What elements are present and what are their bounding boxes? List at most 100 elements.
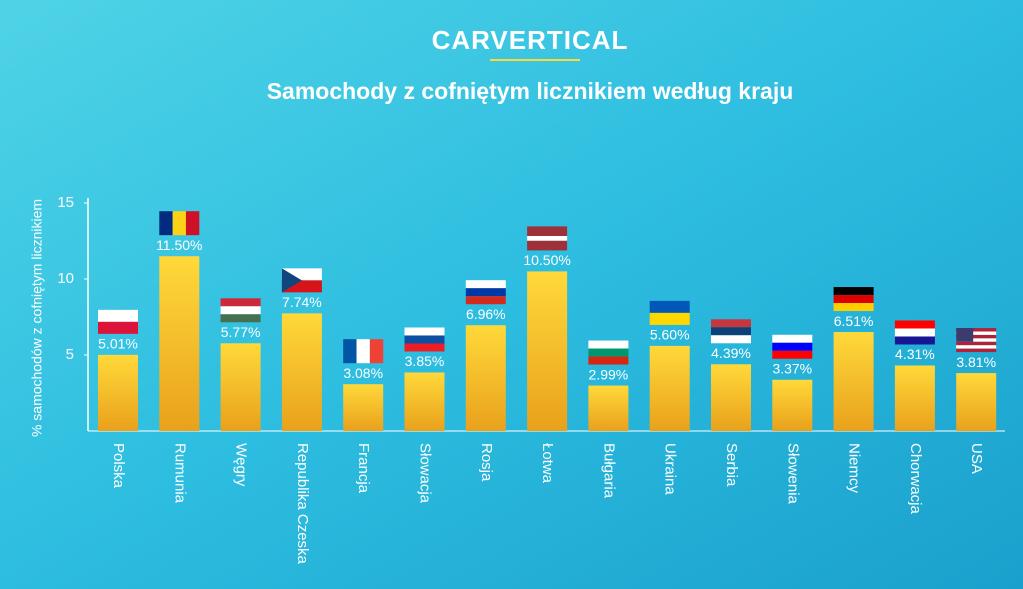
bar [772,379,813,431]
flag-stripe [343,339,357,364]
flag-stripe [588,356,629,365]
flag-stripe [220,314,261,323]
flag-stripe [220,306,261,315]
flag-stripe [711,335,751,344]
flag-stripe [588,348,629,357]
y-tick-label: 15 [57,194,74,211]
flag-stripe [833,303,874,312]
y-axis-label: % samochodów z cofniętym licznikiem [29,199,45,437]
brand-logo: CARVERTICAL [432,25,629,55]
flag-stripe [465,288,506,297]
bar [894,365,935,431]
value-label: 7.74% [282,294,322,310]
flag [465,280,506,305]
x-tick-label: Francja [355,443,372,494]
flag [833,287,874,312]
flag-stripe [185,211,200,236]
x-tick-label: Łotwa [539,443,556,484]
flag [527,226,568,251]
bar [588,385,629,431]
flag-stripe [956,348,997,353]
flag-stripe [98,309,138,322]
flag-stripe [527,226,568,236]
flag [281,268,322,293]
flag-stripe [404,343,445,352]
flag-stripe [894,336,935,345]
value-label: 5.01% [98,336,138,352]
flag-stripe [956,345,997,349]
bar [343,384,384,431]
flag-stripe [356,339,370,364]
x-tick-label: Ukraina [662,443,679,495]
bar [465,325,506,431]
bar [833,332,874,431]
flag [343,339,384,364]
flag-stripe [527,236,568,241]
bar [956,373,997,431]
bar [220,343,261,431]
x-tick-label: Rumunia [171,443,188,504]
value-label: 10.50% [523,252,570,268]
flag-stripe [220,298,261,307]
x-tick-label: Serbia [723,443,740,487]
flag-stripe [956,328,997,332]
flag-stripe [833,287,874,296]
flag [894,320,935,345]
x-tick-label: Polska [110,443,127,489]
x-tick-label: Bułgaria [600,443,617,499]
flag-stripe [369,339,384,364]
flag [588,340,629,365]
flag-stripe [956,331,997,335]
bar [711,364,751,431]
value-label: 6.51% [834,313,874,329]
flag-stripe [956,338,997,342]
flag-stripe [894,320,935,329]
flag [956,328,997,353]
x-tick-label: Węgry [233,443,250,487]
flag-stripe [281,268,302,293]
flag-stripe [894,328,935,337]
value-label: 3.37% [772,360,812,376]
flag-stripe [956,341,997,346]
flag-stripe [772,350,813,359]
flag-stripe [527,240,568,251]
bar [527,271,568,431]
x-tick-label: Republika Czeska [294,443,311,565]
x-tick-label: Niemcy [846,443,863,494]
flag-stripe [649,300,690,313]
value-label: 5.77% [221,324,261,340]
flag-stripe [159,211,173,236]
bar [404,372,445,431]
flag-stripe [98,321,138,334]
flag-stripe [588,340,629,349]
bar [159,256,200,431]
y-tick-label: 5 [66,346,74,363]
value-label: 2.99% [589,366,629,382]
flag-stripe [404,335,445,344]
flag-stripe [649,312,690,325]
bar [281,313,322,431]
x-tick-label: Słowenia [784,443,801,505]
flag-stripe [772,342,813,351]
flag [159,211,200,236]
value-label: 11.50% [156,237,202,253]
value-label: 4.31% [895,346,935,362]
flag-stripe [772,334,813,343]
bar [98,354,138,431]
bar [649,345,690,431]
value-label: 4.39% [711,345,751,361]
flag [404,327,445,352]
value-label: 6.96% [466,306,506,322]
flag [772,334,813,359]
flag-stripe [465,296,506,305]
x-tick-label: Rosja [478,443,495,482]
flag-stripe [172,211,186,236]
y-tick-label: 10 [57,270,74,287]
flag [711,319,751,344]
flag-stripe [833,295,874,304]
value-label: 3.85% [405,353,445,369]
flag-stripe [956,328,974,342]
flag [649,300,690,325]
flag-stripe [465,280,506,289]
